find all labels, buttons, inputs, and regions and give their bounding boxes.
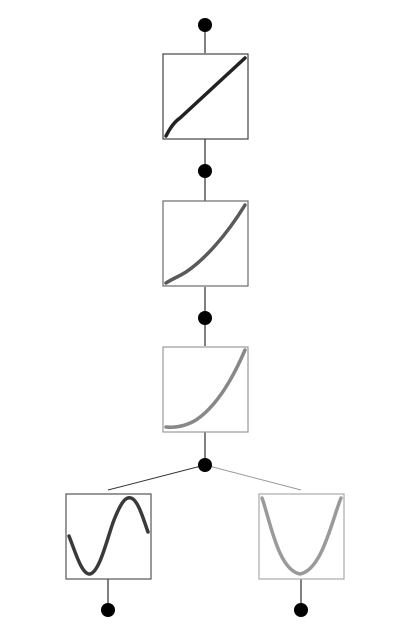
- function-box-sine: [65, 493, 152, 580]
- curve-sine: [67, 496, 150, 576]
- function-box-3: [162, 346, 249, 433]
- edge-branch-to-sine-box: [107, 464, 206, 491]
- hidden-node-1: [198, 164, 212, 178]
- curve-parabola: [260, 496, 343, 576]
- output-node-left: [101, 603, 115, 617]
- function-box-parabola: [258, 493, 345, 580]
- hidden-node-2: [198, 311, 212, 325]
- output-node-right: [294, 603, 308, 617]
- edge-branch-to-parabola-box: [204, 464, 302, 491]
- input-node: [198, 18, 212, 32]
- curve-linear: [164, 56, 247, 138]
- curve-slight-convex: [164, 203, 247, 285]
- function-box-2: [162, 200, 249, 287]
- function-box-1: [162, 53, 249, 140]
- branch-node: [198, 458, 212, 472]
- curve-convex-increasing: [164, 348, 247, 429]
